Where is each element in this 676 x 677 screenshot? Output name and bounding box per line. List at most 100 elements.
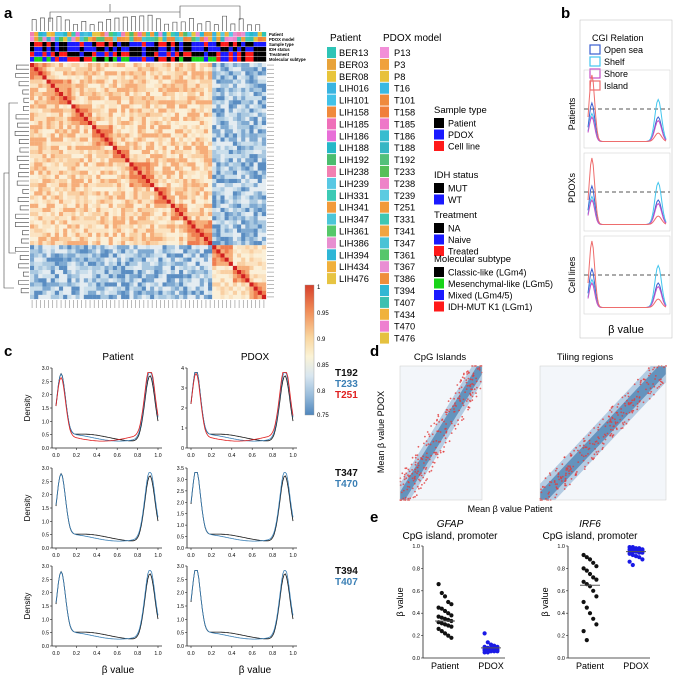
- heatmap-cell: [183, 286, 188, 291]
- heatmap-cell: [183, 129, 188, 134]
- heatmap-cell: [125, 158, 130, 163]
- outlier-point: [403, 473, 406, 476]
- data-point: [495, 649, 500, 654]
- heatmap-cell: [195, 191, 200, 196]
- outlier-point: [642, 378, 645, 381]
- heatmap-cell: [237, 71, 242, 76]
- annotation-cell: [92, 37, 97, 42]
- outlier-point: [467, 370, 469, 373]
- data-point: [446, 599, 451, 605]
- outlier-point: [462, 418, 465, 420]
- heatmap-cell: [38, 224, 43, 229]
- outlier-point: [445, 413, 448, 416]
- heatmap-cell: [92, 187, 97, 192]
- heatmap-cell: [87, 91, 93, 97]
- heatmap-cell: [67, 129, 72, 134]
- heatmap-cell: [195, 294, 200, 300]
- heatmap-cell: [154, 79, 159, 84]
- heatmap-cell: [137, 71, 142, 76]
- annotation-cell: [253, 52, 258, 57]
- outlier-point: [595, 451, 598, 453]
- heatmap-cell: [129, 278, 134, 283]
- heatmap-cell: [261, 166, 267, 171]
- heatmap-cell: [195, 120, 200, 126]
- outlier-point: [597, 428, 600, 431]
- sample-label: T470: [335, 479, 358, 490]
- heatmap-cell: [224, 290, 229, 296]
- d-xlabel: Mean β value Patient: [468, 504, 553, 514]
- heatmap-cell: [141, 282, 147, 287]
- annotation-cell: [125, 57, 130, 62]
- y-tick-label: 0.2: [557, 634, 565, 640]
- heatmap-cell: [257, 149, 263, 155]
- heatmap-cell: [179, 228, 184, 233]
- heatmap-cell: [224, 224, 229, 229]
- heatmap-cell: [245, 71, 250, 76]
- outlier-point: [548, 495, 550, 498]
- heatmap-cell: [129, 174, 134, 180]
- heatmap-cell: [141, 149, 147, 155]
- heatmap-cell: [50, 145, 55, 151]
- heatmap-cell: [228, 286, 234, 291]
- annotation-cell: [141, 32, 147, 37]
- heatmap-cell: [63, 236, 68, 242]
- outlier-point: [443, 446, 445, 448]
- heatmap-cell: [87, 286, 93, 291]
- heatmap-cell: [257, 282, 263, 287]
- y-tick-label: 2.0: [42, 591, 49, 597]
- heatmap-cell: [83, 67, 89, 72]
- heatmap-cell: [174, 265, 180, 271]
- heatmap-cell: [67, 71, 72, 76]
- heatmap-cell: [166, 236, 171, 242]
- heatmap-cell: [38, 265, 43, 271]
- heatmap-cell: [38, 232, 43, 238]
- heatmap-cell: [87, 158, 93, 163]
- heatmap-cell: [203, 178, 209, 184]
- heatmap-cell: [104, 270, 109, 275]
- heatmap-cell: [150, 108, 155, 113]
- heatmap-cell: [187, 203, 192, 209]
- heatmap-cell: [257, 116, 263, 122]
- e-ylabel: β value: [395, 587, 405, 616]
- heatmap-cell: [63, 178, 68, 184]
- heatmap-cell: [158, 162, 163, 167]
- heatmap-cell: [133, 261, 138, 267]
- heatmap-cell: [46, 183, 51, 188]
- heatmap-cell: [137, 125, 142, 130]
- heatmap-cell: [141, 290, 147, 296]
- heatmap-cell: [257, 83, 263, 88]
- x-tick-label: 0.6: [114, 651, 121, 657]
- patient-swatch: [327, 177, 336, 189]
- heatmap-cell: [150, 187, 155, 192]
- heatmap-cell: [162, 162, 167, 167]
- heatmap-cell: [257, 137, 263, 142]
- heatmap-cell: [249, 133, 254, 138]
- heatmap-cell: [170, 257, 176, 262]
- patient-label: BER03: [339, 60, 368, 70]
- col-title-patient: Patient: [102, 352, 133, 363]
- heatmap-cell: [42, 191, 47, 196]
- heatmap-cell: [183, 207, 188, 213]
- heatmap-cell: [241, 108, 246, 113]
- heatmap-cell: [50, 191, 55, 196]
- annotation-cell: [158, 37, 163, 42]
- heatmap-cell: [79, 187, 84, 192]
- heatmap-cell: [112, 120, 118, 126]
- heatmap-cell: [187, 79, 192, 84]
- heatmap-cell: [79, 154, 84, 159]
- heatmap-cell: [199, 245, 205, 250]
- heatmap-cell: [212, 104, 217, 109]
- heatmap-cell: [199, 236, 205, 242]
- annotation-cell: [237, 37, 242, 42]
- heatmap-cell: [83, 278, 89, 283]
- heatmap-cell: [224, 174, 229, 180]
- outlier-point: [413, 477, 416, 479]
- annotation-cell: [224, 47, 229, 52]
- heatmap-cell: [38, 245, 43, 250]
- heatmap-cell: [145, 129, 151, 134]
- heatmap-cell: [129, 79, 134, 84]
- heatmap-cell: [187, 270, 192, 275]
- heatmap-cell: [104, 290, 109, 296]
- pdox-label: T233: [394, 167, 415, 177]
- heatmap-cell: [67, 253, 72, 258]
